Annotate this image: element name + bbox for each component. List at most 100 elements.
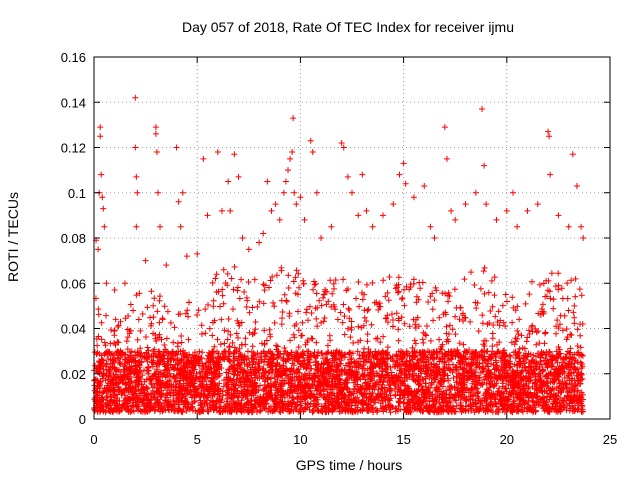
data-point bbox=[528, 278, 535, 285]
data-point bbox=[117, 318, 124, 325]
data-point bbox=[230, 306, 237, 313]
data-point bbox=[353, 295, 360, 302]
data-point bbox=[487, 307, 494, 314]
data-point bbox=[279, 308, 286, 315]
data-point bbox=[194, 311, 201, 318]
data-point bbox=[564, 280, 571, 287]
data-point bbox=[161, 303, 168, 310]
data-point bbox=[167, 373, 174, 380]
data-point bbox=[537, 311, 544, 318]
data-point bbox=[472, 373, 479, 380]
data-point bbox=[260, 300, 267, 307]
data-point bbox=[509, 294, 516, 301]
data-point bbox=[558, 285, 565, 292]
data-point bbox=[481, 290, 488, 297]
data-point bbox=[221, 377, 228, 384]
data-point bbox=[271, 319, 278, 326]
data-point bbox=[130, 307, 137, 314]
data-point bbox=[334, 316, 341, 323]
data-point bbox=[472, 381, 479, 388]
data-point bbox=[384, 289, 391, 296]
data-point bbox=[424, 348, 431, 355]
data-point bbox=[516, 316, 523, 323]
data-point bbox=[363, 318, 370, 325]
data-point bbox=[427, 337, 434, 344]
data-point bbox=[150, 314, 157, 321]
data-point bbox=[209, 279, 216, 286]
data-point bbox=[541, 340, 548, 347]
data-point bbox=[244, 297, 251, 304]
data-point bbox=[365, 306, 372, 313]
data-point bbox=[226, 344, 233, 351]
data-point bbox=[164, 366, 171, 373]
data-point bbox=[433, 287, 440, 294]
data-point bbox=[123, 338, 130, 345]
data-point bbox=[417, 285, 424, 292]
data-point bbox=[416, 279, 423, 286]
data-point bbox=[198, 322, 205, 329]
data-point bbox=[218, 316, 225, 323]
data-point bbox=[572, 275, 579, 282]
data-point bbox=[167, 319, 174, 326]
data-point bbox=[259, 366, 266, 373]
data-point bbox=[199, 349, 206, 356]
data-point bbox=[135, 316, 142, 323]
data-point bbox=[500, 390, 507, 397]
grid-lines bbox=[94, 57, 610, 419]
data-point bbox=[220, 300, 227, 307]
data-point bbox=[252, 326, 259, 333]
data-point bbox=[533, 341, 540, 348]
data-point bbox=[246, 329, 253, 336]
data-point bbox=[150, 302, 157, 309]
data-point bbox=[406, 286, 413, 293]
data-point bbox=[270, 299, 277, 306]
data-point bbox=[369, 279, 376, 286]
data-point bbox=[337, 309, 344, 316]
data-point bbox=[236, 295, 243, 302]
data-point bbox=[243, 303, 250, 310]
data-point bbox=[484, 348, 491, 355]
data-point bbox=[164, 308, 171, 315]
data-point bbox=[491, 292, 498, 299]
data-point bbox=[313, 339, 320, 346]
data-point bbox=[490, 322, 497, 329]
data-point bbox=[322, 288, 329, 295]
data-point bbox=[219, 286, 226, 293]
data-point bbox=[514, 303, 521, 310]
data-point bbox=[310, 286, 317, 293]
data-point bbox=[103, 312, 110, 319]
data-point bbox=[295, 327, 302, 334]
data-point bbox=[548, 270, 555, 277]
data-point bbox=[252, 318, 259, 325]
data-point bbox=[438, 343, 445, 350]
data-point bbox=[574, 326, 581, 333]
data-point bbox=[467, 269, 474, 276]
data-point bbox=[502, 323, 509, 330]
data-point bbox=[102, 342, 109, 349]
data-point bbox=[361, 314, 368, 321]
data-point bbox=[163, 335, 170, 342]
data-point bbox=[269, 273, 276, 280]
data-point bbox=[178, 332, 185, 339]
data-point bbox=[533, 329, 540, 336]
data-point bbox=[330, 285, 337, 292]
data-point bbox=[115, 339, 122, 346]
data-point bbox=[547, 295, 554, 302]
data-point bbox=[148, 288, 155, 295]
data-point bbox=[576, 286, 583, 293]
data-point bbox=[260, 365, 267, 372]
data-point bbox=[420, 339, 427, 346]
data-point bbox=[577, 332, 584, 339]
data-point bbox=[382, 293, 389, 300]
data-point bbox=[559, 295, 566, 302]
data-point bbox=[184, 307, 191, 314]
data-point bbox=[214, 336, 221, 343]
data-point bbox=[285, 285, 292, 292]
data-point bbox=[98, 319, 105, 326]
data-point bbox=[290, 331, 297, 338]
data-point bbox=[485, 289, 492, 296]
data-point bbox=[412, 340, 419, 347]
data-point bbox=[430, 317, 437, 324]
data-point bbox=[127, 301, 134, 308]
